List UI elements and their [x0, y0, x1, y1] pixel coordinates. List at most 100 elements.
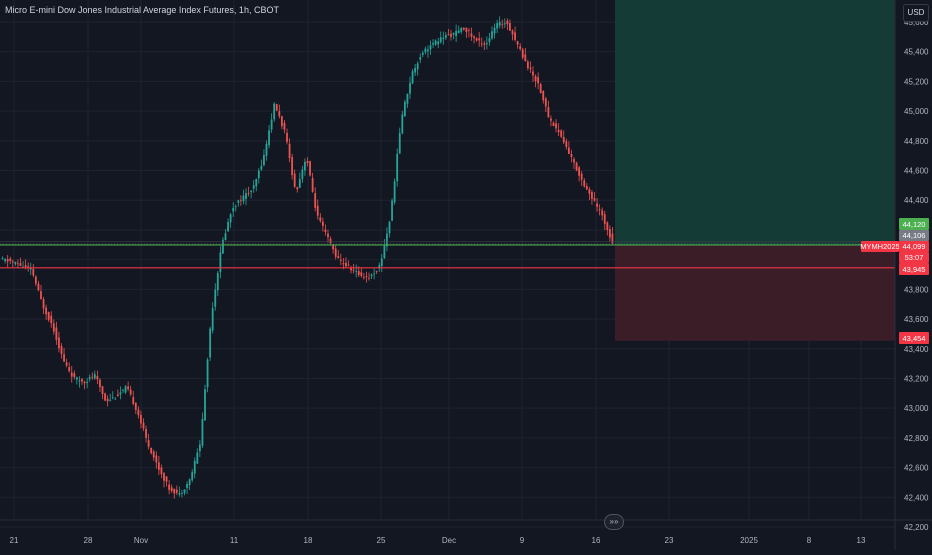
candle-body: [17, 263, 19, 265]
candle-body: [526, 61, 529, 69]
candle-body: [383, 245, 386, 259]
candle-body: [119, 392, 122, 395]
candle-body: [567, 147, 570, 154]
candle-body: [88, 377, 91, 380]
candle-body: [311, 178, 314, 192]
candle-body: [375, 270, 378, 272]
candle-body: [152, 451, 155, 458]
candle-body: [493, 27, 496, 34]
time-tick-label: Dec: [442, 536, 456, 545]
candle-body: [65, 362, 68, 366]
time-axis[interactable]: 21 28 Nov 11 18 25 Dec 9 16 23 2025 8 13: [10, 536, 866, 545]
candle-body: [396, 153, 399, 182]
candle-body: [462, 27, 465, 30]
candle-body: [444, 35, 447, 38]
candle-body: [101, 386, 104, 395]
scroll-to-realtime-button[interactable]: »»: [604, 514, 624, 530]
candle-body: [386, 233, 388, 247]
candle-body: [29, 267, 32, 270]
candle-body: [245, 193, 247, 199]
candle-body: [91, 376, 94, 378]
candle-body: [519, 46, 522, 49]
candle-body: [509, 23, 511, 31]
candle-body: [406, 93, 409, 104]
candle-body: [124, 386, 127, 393]
candle-body: [109, 399, 112, 401]
candle-body: [580, 173, 583, 180]
candle-body: [352, 269, 355, 271]
candle-body: [165, 476, 168, 482]
candle-body: [608, 229, 611, 238]
candle-body: [437, 41, 440, 45]
candle-body: [309, 161, 311, 176]
price-label-box: [899, 252, 929, 263]
candle-body: [175, 489, 178, 493]
time-tick-label: 28: [84, 536, 93, 545]
candle-body: [60, 346, 63, 354]
candle-body: [560, 130, 563, 137]
time-tick-label: 8: [807, 536, 812, 545]
candle-body: [301, 169, 304, 179]
candle-body: [286, 132, 288, 142]
candle-body: [327, 233, 329, 238]
candle-body: [432, 43, 434, 45]
currency-button[interactable]: USD: [903, 4, 929, 22]
candle-body: [263, 154, 265, 166]
price-label-box: [899, 332, 929, 344]
candle-body: [4, 259, 7, 262]
price-tick-label: 44,600: [904, 167, 929, 176]
candle-body: [434, 40, 437, 45]
candle-body: [337, 256, 340, 259]
stop-loss-zone: [615, 244, 895, 341]
candle-body: [40, 291, 42, 300]
candle-body: [173, 488, 176, 494]
candle-body: [129, 389, 132, 395]
candle-body: [496, 23, 499, 29]
price-tick-label: 43,600: [904, 315, 929, 324]
price-tick-label: 44,800: [904, 137, 929, 146]
candle-body: [498, 22, 501, 26]
price-label-entry: 44,099: [903, 242, 926, 251]
candle-body: [342, 263, 345, 265]
candle-body: [81, 379, 83, 382]
candle-body: [229, 214, 232, 223]
candle-body: [150, 447, 153, 454]
candle-body: [480, 43, 483, 45]
candle-body: [278, 111, 281, 117]
candle-body: [296, 187, 299, 190]
candle-body: [232, 207, 235, 212]
candle-body: [503, 23, 506, 25]
price-tick-label: 42,400: [904, 493, 929, 502]
candle-body: [188, 479, 191, 486]
candle-body: [460, 27, 463, 32]
candle-body: [514, 32, 516, 40]
candle-body: [450, 33, 452, 37]
candle-body: [478, 38, 481, 41]
candle-body: [403, 101, 406, 117]
candle-body: [186, 484, 188, 488]
candle-body: [140, 414, 142, 424]
candle-body: [534, 76, 537, 82]
candle-body: [575, 162, 578, 171]
candle-body: [58, 337, 60, 349]
candle-body: [83, 381, 86, 384]
candle-body: [250, 190, 253, 193]
candle-body: [452, 32, 455, 35]
candle-body: [70, 372, 73, 377]
price-label-symbol-tag: MYMH2025: [860, 242, 900, 251]
candle-body: [270, 119, 273, 130]
candle-body: [170, 487, 173, 492]
price-label-stop-loss: 43,454: [903, 334, 926, 343]
time-tick-label: 11: [230, 536, 239, 545]
candle-body: [411, 71, 414, 84]
candle-body: [491, 31, 493, 39]
candle-body: [111, 397, 114, 399]
candle-body: [455, 30, 458, 37]
candle-body: [68, 367, 71, 371]
candle-body: [116, 394, 119, 397]
candle-body: [573, 159, 575, 163]
candle-body: [191, 472, 194, 481]
price-tick-label: 45,400: [904, 48, 929, 57]
